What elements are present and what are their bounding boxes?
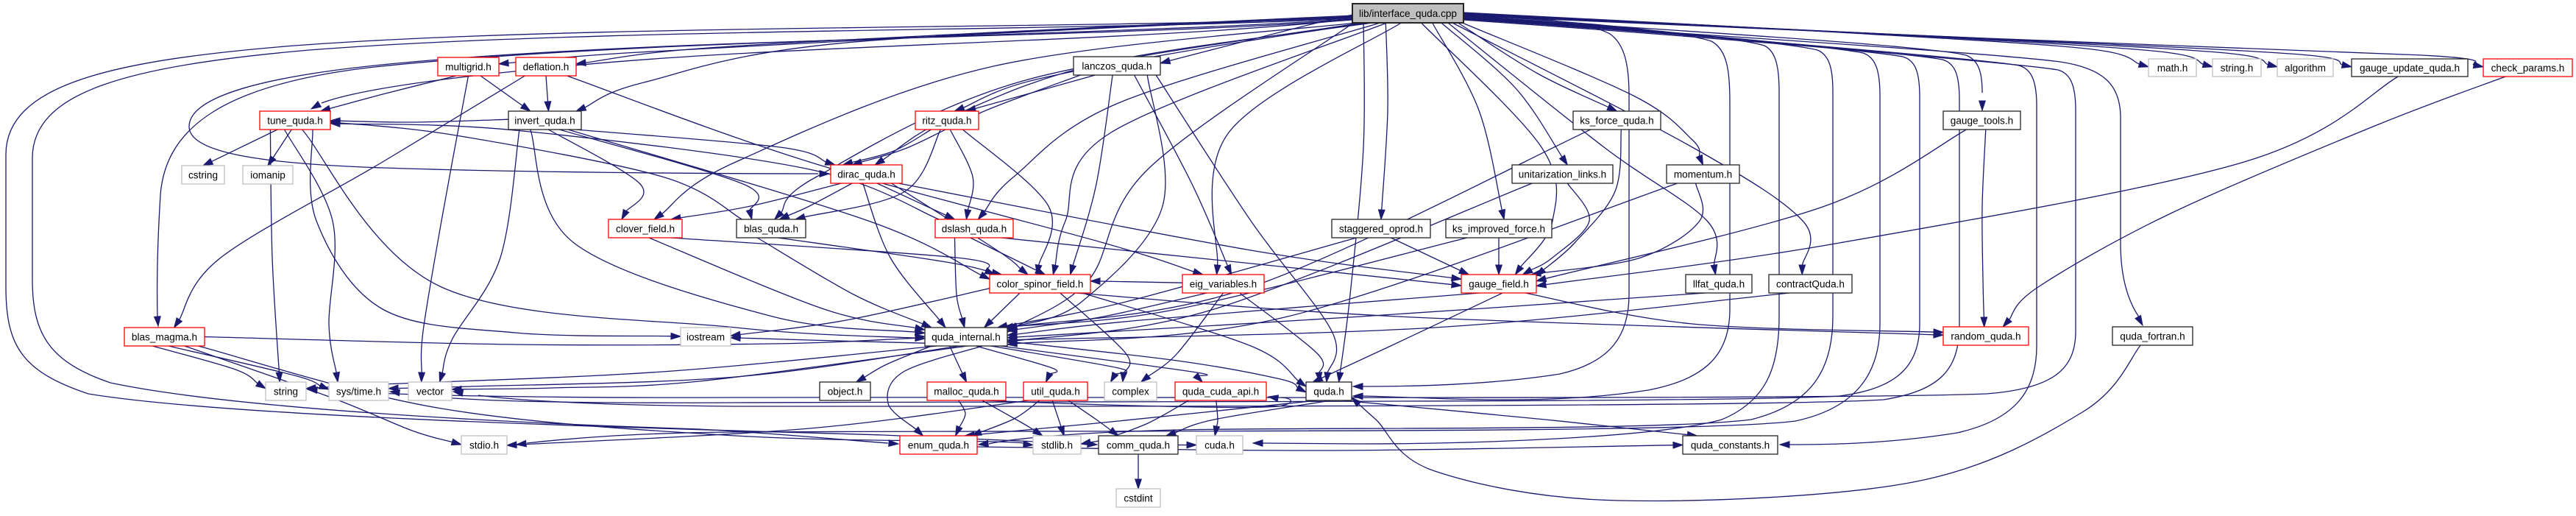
- svg-text:comm_quda.h: comm_quda.h: [1107, 439, 1170, 450]
- svg-text:clover_field.h: clover_field.h: [616, 223, 675, 234]
- svg-text:gauge_update_quda.h: gauge_update_quda.h: [2360, 63, 2460, 74]
- svg-text:check_params.h: check_params.h: [2491, 63, 2565, 74]
- svg-text:stdlib.h: stdlib.h: [1041, 439, 1073, 450]
- svg-text:iomanip: iomanip: [250, 169, 285, 180]
- svg-text:quda.h: quda.h: [1313, 386, 1344, 397]
- svg-text:contractQuda.h: contractQuda.h: [1776, 278, 1845, 289]
- svg-text:lib/interface_quda.cpp: lib/interface_quda.cpp: [1359, 8, 1457, 19]
- svg-text:string.h: string.h: [2221, 63, 2254, 74]
- svg-text:util_quda.h: util_quda.h: [1031, 386, 1080, 397]
- svg-text:quda_fortran.h: quda_fortran.h: [2120, 331, 2185, 342]
- svg-text:malloc_quda.h: malloc_quda.h: [934, 386, 998, 397]
- svg-text:string: string: [274, 386, 298, 397]
- svg-text:gauge_tools.h: gauge_tools.h: [1951, 115, 2013, 126]
- svg-text:quda_cuda_api.h: quda_cuda_api.h: [1182, 386, 1259, 397]
- svg-text:object.h: object.h: [828, 386, 863, 397]
- svg-text:iostream: iostream: [686, 331, 725, 342]
- svg-text:vector: vector: [416, 386, 444, 397]
- svg-text:blas_quda.h: blas_quda.h: [744, 223, 798, 234]
- svg-text:lanczos_quda.h: lanczos_quda.h: [1082, 60, 1152, 71]
- svg-text:blas_magma.h: blas_magma.h: [132, 331, 197, 342]
- svg-text:ritz_quda.h: ritz_quda.h: [922, 115, 971, 126]
- svg-text:staggered_oprod.h: staggered_oprod.h: [1339, 223, 1423, 234]
- svg-text:cstring: cstring: [188, 169, 218, 180]
- svg-text:algorithm: algorithm: [2285, 63, 2326, 74]
- svg-text:invert_quda.h: invert_quda.h: [514, 115, 575, 126]
- svg-text:tune_quda.h: tune_quda.h: [267, 115, 323, 126]
- svg-text:cstdint: cstdint: [1124, 492, 1153, 503]
- svg-text:math.h: math.h: [2157, 63, 2188, 74]
- svg-text:complex: complex: [1112, 386, 1149, 397]
- svg-text:llfat_quda.h: llfat_quda.h: [1693, 278, 1745, 289]
- svg-text:stdio.h: stdio.h: [469, 439, 499, 450]
- svg-text:momentum.h: momentum.h: [1674, 169, 1732, 180]
- svg-text:eig_variables.h: eig_variables.h: [1190, 278, 1257, 289]
- svg-text:quda_constants.h: quda_constants.h: [1691, 439, 1770, 450]
- svg-text:gauge_field.h: gauge_field.h: [1469, 278, 1529, 289]
- svg-text:dslash_quda.h: dslash_quda.h: [942, 223, 1007, 234]
- svg-text:random_quda.h: random_quda.h: [1951, 331, 2020, 342]
- svg-text:enum_quda.h: enum_quda.h: [908, 439, 969, 450]
- svg-text:ks_force_quda.h: ks_force_quda.h: [1580, 115, 1654, 126]
- svg-text:quda_internal.h: quda_internal.h: [932, 331, 1001, 342]
- svg-text:ks_improved_force.h: ks_improved_force.h: [1452, 223, 1545, 234]
- svg-text:cuda.h: cuda.h: [1204, 439, 1235, 450]
- svg-text:color_spinor_field.h: color_spinor_field.h: [997, 278, 1084, 289]
- svg-text:dirac_quda.h: dirac_quda.h: [837, 169, 895, 180]
- svg-text:multigrid.h: multigrid.h: [445, 61, 492, 72]
- svg-text:deflation.h: deflation.h: [523, 61, 570, 72]
- svg-text:unitarization_links.h: unitarization_links.h: [1519, 169, 1606, 180]
- svg-text:sys/time.h: sys/time.h: [336, 386, 381, 397]
